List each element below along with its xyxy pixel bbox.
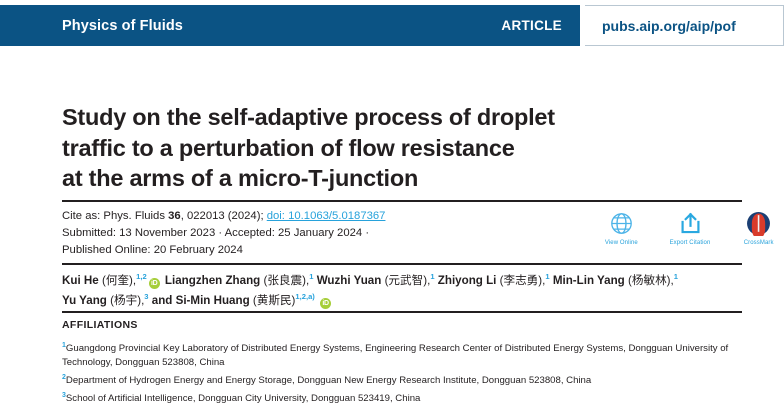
affiliation-text: School of Artificial Intelligence, Dongg… (65, 393, 421, 405)
export-citation-action[interactable]: Export Citation (669, 210, 712, 246)
author-name-chinese: (张良震) (263, 273, 306, 287)
divider-above-affiliations (62, 311, 742, 313)
author-name-chinese: (杨敏林) (628, 273, 671, 287)
doi-link[interactable]: doi: 10.1063/5.0187367 (266, 210, 386, 222)
author-entry[interactable]: Liangzhen Zhang (张良震),1 (164, 272, 314, 287)
author-name: Si-Min Huang (175, 293, 250, 307)
divider-above-authors (62, 263, 742, 265)
author-name: Kui He (62, 273, 99, 287)
journal-title: Physics of Fluids (62, 17, 183, 34)
author-name-chinese: (黄斯民) (252, 293, 296, 307)
citation-volume: 36 (168, 210, 181, 222)
author-list: Kui He (何奎),1,2iD Liangzhen Zhang (张良震),… (62, 271, 762, 310)
affiliation-item: 2Department of Hydrogen Energy and Energ… (62, 373, 768, 388)
affiliations-heading: AFFILIATIONS (62, 319, 138, 331)
orcid-icon[interactable]: iD (320, 297, 332, 309)
citation-line: Cite as: Phys. Fluids 36, 022013 (2024);… (62, 208, 562, 225)
author-name: Liangzhen Zhang (164, 273, 261, 287)
author-entry[interactable]: Wuzhi Yuan (元武智),1 (316, 272, 435, 287)
author-affil-marker: 1,2 (136, 272, 147, 281)
author-entry[interactable]: Min-Lin Yang (杨敏林),1 (552, 272, 678, 287)
view-online-action[interactable]: View Online (600, 210, 643, 246)
affiliation-text: Department of Hydrogen Energy and Energy… (65, 375, 592, 387)
author-name-chinese: (杨宇) (110, 293, 142, 307)
affiliation-item: 3School of Artificial Intelligence, Dong… (62, 391, 768, 406)
article-actions: View Online Export Citation CrossMar (600, 210, 780, 246)
author-affil-marker: 1 (430, 272, 435, 281)
citation-block: Cite as: Phys. Fluids 36, 022013 (2024);… (62, 208, 562, 259)
author-name: Min-Lin Yang (552, 273, 625, 287)
author-conjunction: and (148, 293, 176, 307)
author-affil-marker: 1 (545, 272, 550, 281)
export-citation-label: Export Citation (669, 240, 711, 246)
author-name: Yu Yang (62, 293, 107, 307)
title-line-1: Study on the self-adaptive process of dr… (62, 103, 555, 130)
title-line-3: at the arms of a micro-T-junction (62, 165, 419, 192)
globe-icon (609, 210, 634, 237)
author-name-chinese: (元武智) (384, 273, 428, 287)
author-affil-marker: 1,2,a) (295, 291, 315, 301)
author-name-chinese: (李志勇) (499, 273, 543, 287)
affiliations-list: 1Guangdong Provincial Key Laboratory of … (62, 341, 768, 409)
author-entry[interactable]: Si-Min Huang (黄斯民)1,2,a) (175, 291, 315, 307)
header-journal-bar: Physics of Fluids ARTICLE (0, 5, 580, 46)
affiliation-marker: 1 (62, 342, 66, 349)
author-entry[interactable]: Yu Yang (杨宇),3 (62, 291, 149, 307)
published-online-line: Published Online: 20 February 2024 (62, 243, 243, 256)
crossmark-action[interactable]: CrossMark (737, 210, 780, 246)
crossmark-label: CrossMark (743, 240, 774, 246)
author-entry[interactable]: Kui He (何奎),1,2 (62, 272, 147, 287)
page-title: Study on the self-adaptive process of dr… (62, 102, 622, 194)
publisher-url-box[interactable]: pubs.aip.org/aip/pof (585, 5, 784, 46)
affiliation-marker: 3 (62, 392, 66, 400)
author-entry[interactable]: Zhiyong Li (李志勇),1 (437, 272, 550, 287)
citation-suffix: , 022013 (2024); (180, 210, 267, 222)
header-divider-gap (580, 5, 585, 46)
author-affil-marker: 1 (309, 272, 314, 281)
divider-above-citation (62, 200, 742, 202)
article-type-label: ARTICLE (501, 18, 562, 33)
affiliation-marker: 2 (62, 374, 66, 381)
citation-prefix: Cite as: Phys. Fluids (62, 210, 169, 222)
author-affil-marker: 1 (673, 272, 678, 281)
orcid-icon[interactable]: iD (148, 277, 160, 289)
title-line-2: traffic to a perturbation of flow resist… (62, 134, 515, 161)
view-online-label: View Online (604, 240, 638, 246)
publisher-url-text: pubs.aip.org/aip/pof (602, 17, 736, 34)
affiliation-item: 1Guangdong Provincial Key Laboratory of … (62, 341, 768, 370)
export-upload-icon (678, 210, 703, 237)
author-name-chinese: (何奎) (101, 273, 133, 287)
page-header: Physics of Fluids ARTICLE pubs.aip.org/a… (0, 5, 784, 46)
author-affil-marker: 3 (144, 291, 149, 301)
crossmark-icon (746, 210, 771, 237)
affiliation-text: Guangdong Provincial Key Laboratory of D… (62, 343, 729, 369)
author-name: Wuzhi Yuan (316, 273, 382, 287)
author-name: Zhiyong Li (437, 273, 497, 287)
submitted-accepted-line: Submitted: 13 November 2023 · Accepted: … (62, 226, 370, 239)
